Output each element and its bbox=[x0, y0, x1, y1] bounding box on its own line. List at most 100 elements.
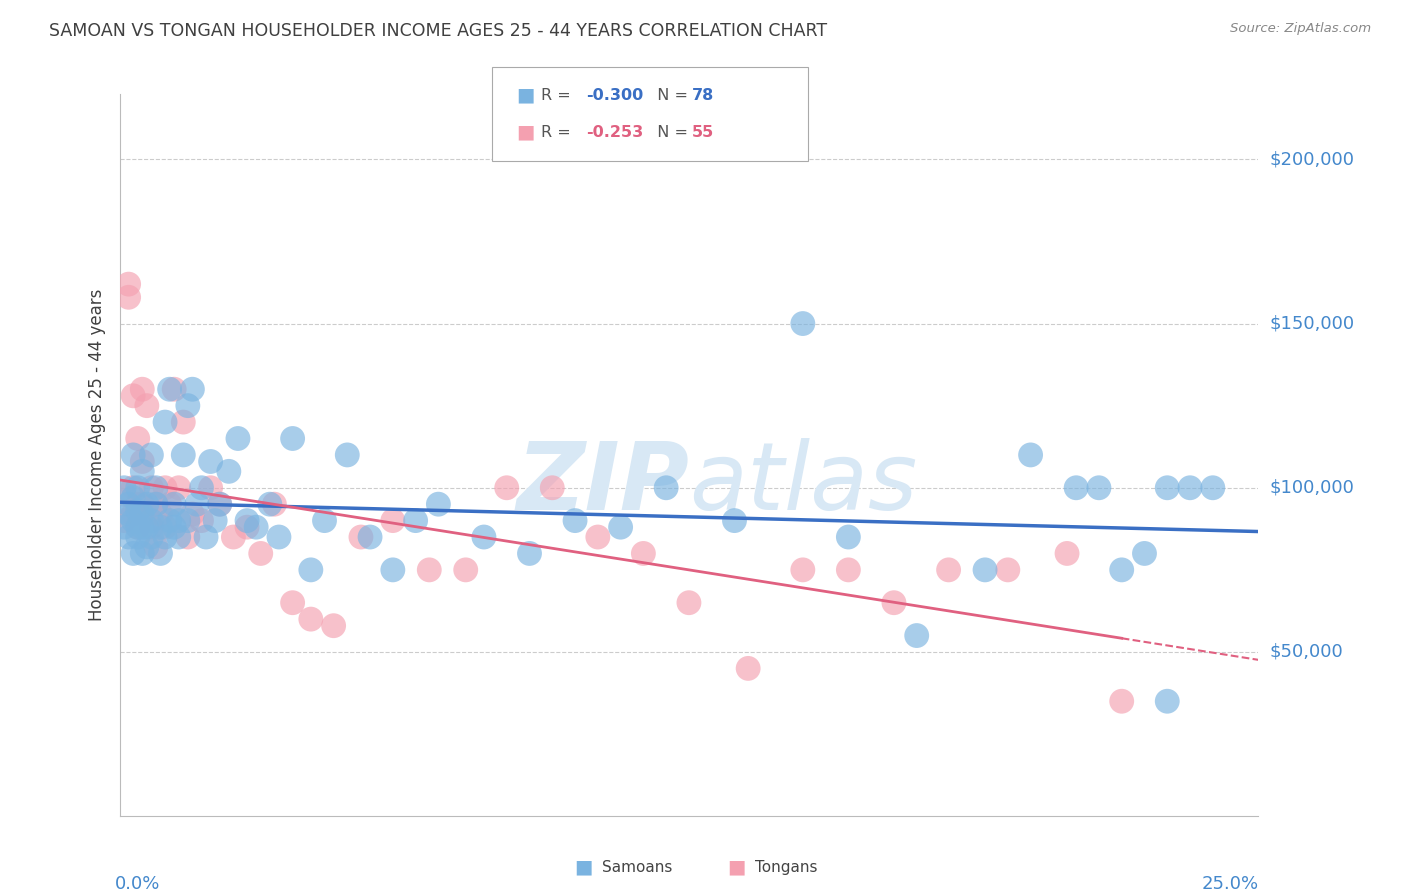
Point bbox=[1019, 448, 1042, 462]
Point bbox=[141, 520, 163, 534]
Point bbox=[495, 481, 517, 495]
Point bbox=[117, 277, 139, 292]
Point bbox=[159, 497, 181, 511]
Point bbox=[135, 507, 157, 521]
Point bbox=[190, 481, 212, 495]
Point bbox=[117, 497, 139, 511]
Text: ■: ■ bbox=[574, 857, 593, 877]
Text: ZIP: ZIP bbox=[516, 438, 689, 530]
Point bbox=[122, 546, 145, 560]
Point bbox=[145, 481, 167, 495]
Point bbox=[131, 497, 153, 511]
Point bbox=[208, 497, 231, 511]
Point bbox=[633, 546, 655, 560]
Point bbox=[350, 530, 373, 544]
Text: Samoans: Samoans bbox=[602, 860, 672, 874]
Point bbox=[792, 563, 814, 577]
Text: N =: N = bbox=[647, 87, 693, 103]
Point bbox=[112, 514, 135, 528]
Point bbox=[905, 628, 928, 642]
Point bbox=[145, 540, 167, 554]
Point bbox=[141, 514, 163, 528]
Point bbox=[135, 399, 157, 413]
Point bbox=[200, 481, 222, 495]
Point bbox=[127, 504, 149, 518]
Point bbox=[167, 481, 190, 495]
Text: Tongans: Tongans bbox=[755, 860, 817, 874]
Point bbox=[122, 491, 145, 505]
Point bbox=[1111, 694, 1133, 708]
Point bbox=[737, 661, 759, 675]
Point bbox=[1056, 546, 1078, 560]
Point bbox=[454, 563, 477, 577]
Point bbox=[141, 530, 163, 544]
Point bbox=[267, 530, 290, 544]
Point bbox=[135, 540, 157, 554]
Text: R =: R = bbox=[541, 125, 576, 140]
Text: -0.300: -0.300 bbox=[586, 87, 644, 103]
Point bbox=[122, 448, 145, 462]
Point bbox=[127, 497, 149, 511]
Point bbox=[117, 507, 139, 521]
Point bbox=[236, 514, 259, 528]
Point bbox=[117, 290, 139, 304]
Point bbox=[149, 546, 172, 560]
Point bbox=[1088, 481, 1111, 495]
Point bbox=[159, 382, 181, 396]
Point bbox=[1133, 546, 1156, 560]
Point bbox=[127, 520, 149, 534]
Point bbox=[122, 481, 145, 495]
Point bbox=[208, 497, 231, 511]
Point bbox=[723, 514, 745, 528]
Text: Source: ZipAtlas.com: Source: ZipAtlas.com bbox=[1230, 22, 1371, 36]
Point bbox=[127, 432, 149, 446]
Point bbox=[127, 520, 149, 534]
Point bbox=[222, 530, 245, 544]
Point bbox=[245, 520, 267, 534]
Text: R =: R = bbox=[541, 87, 576, 103]
Point bbox=[149, 520, 172, 534]
Point bbox=[181, 382, 204, 396]
Point bbox=[1111, 563, 1133, 577]
Text: -0.253: -0.253 bbox=[586, 125, 644, 140]
Point bbox=[472, 530, 495, 544]
Point bbox=[127, 530, 149, 544]
Point bbox=[281, 596, 304, 610]
Point bbox=[177, 399, 200, 413]
Point bbox=[609, 520, 631, 534]
Point bbox=[837, 530, 859, 544]
Point bbox=[1178, 481, 1201, 495]
Point bbox=[1064, 481, 1087, 495]
Text: $150,000: $150,000 bbox=[1270, 315, 1354, 333]
Point bbox=[1156, 481, 1178, 495]
Point bbox=[177, 514, 200, 528]
Point bbox=[163, 497, 186, 511]
Point bbox=[226, 432, 249, 446]
Point bbox=[519, 546, 541, 560]
Text: 78: 78 bbox=[692, 87, 714, 103]
Point bbox=[159, 514, 181, 528]
Text: $200,000: $200,000 bbox=[1270, 151, 1354, 169]
Point bbox=[131, 507, 153, 521]
Point bbox=[167, 530, 190, 544]
Point bbox=[1156, 694, 1178, 708]
Point bbox=[172, 415, 194, 429]
Point bbox=[153, 530, 176, 544]
Point bbox=[263, 497, 285, 511]
Point bbox=[131, 520, 153, 534]
Point bbox=[112, 520, 135, 534]
Point bbox=[141, 448, 163, 462]
Point bbox=[381, 563, 404, 577]
Point bbox=[135, 497, 157, 511]
Point bbox=[299, 612, 322, 626]
Point bbox=[131, 454, 153, 468]
Text: ■: ■ bbox=[516, 86, 534, 104]
Point bbox=[974, 563, 997, 577]
Point bbox=[153, 520, 176, 534]
Point bbox=[322, 618, 344, 632]
Point bbox=[117, 530, 139, 544]
Point bbox=[997, 563, 1019, 577]
Point bbox=[299, 563, 322, 577]
Text: N =: N = bbox=[647, 125, 693, 140]
Text: atlas: atlas bbox=[689, 438, 917, 529]
